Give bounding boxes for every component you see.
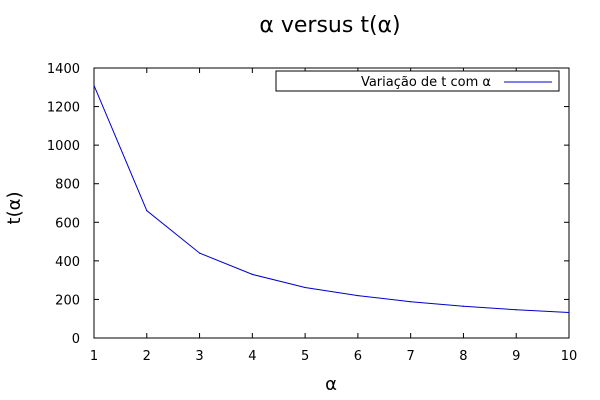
y-tick-label: 400 [55, 255, 80, 270]
data-point [199, 252, 201, 254]
y-axis-title: t(α) [4, 192, 25, 225]
y-tick-label: 600 [55, 216, 80, 231]
x-tick-label: 10 [561, 349, 578, 364]
data-point [568, 311, 570, 314]
x-axis: 1 2 3 4 5 6 7 8 9 10 [90, 68, 577, 364]
x-tick-label: 6 [354, 349, 362, 364]
series-line [93, 85, 570, 313]
legend-label: Variação de t com α [361, 75, 491, 90]
legend-box [275, 70, 560, 92]
data-point [251, 273, 253, 275]
legend: Variação de t com α [275, 70, 560, 92]
y-axis: 0 200 400 600 800 1000 1200 1400 [47, 62, 569, 347]
x-tick-label: 2 [143, 349, 151, 364]
data-point [462, 305, 464, 307]
data-point [410, 301, 412, 303]
y-tick-label: 1400 [47, 62, 80, 77]
x-tick-label: 9 [512, 349, 520, 364]
x-tick-label: 4 [248, 349, 256, 364]
series-layer [93, 84, 570, 314]
plot-frame [93, 67, 570, 339]
y-tick-label: 0 [72, 332, 80, 347]
data-point [146, 210, 148, 212]
data-point [93, 84, 95, 86]
y-tick-label: 200 [55, 293, 80, 308]
x-tick-label: 8 [459, 349, 467, 364]
data-point [515, 309, 517, 311]
y-tick-label: 1200 [47, 101, 80, 116]
x-tick-label: 5 [301, 349, 309, 364]
chart-title: α versus t(α) [259, 13, 400, 38]
x-tick-label: 7 [407, 349, 415, 364]
x-tick-label: 1 [90, 349, 98, 364]
y-tick-label: 800 [55, 178, 80, 193]
y-tick-label: 1000 [47, 139, 80, 154]
x-tick-label: 3 [195, 349, 203, 364]
x-axis-title: α [325, 374, 337, 395]
data-point [357, 295, 359, 297]
data-point [304, 286, 306, 289]
